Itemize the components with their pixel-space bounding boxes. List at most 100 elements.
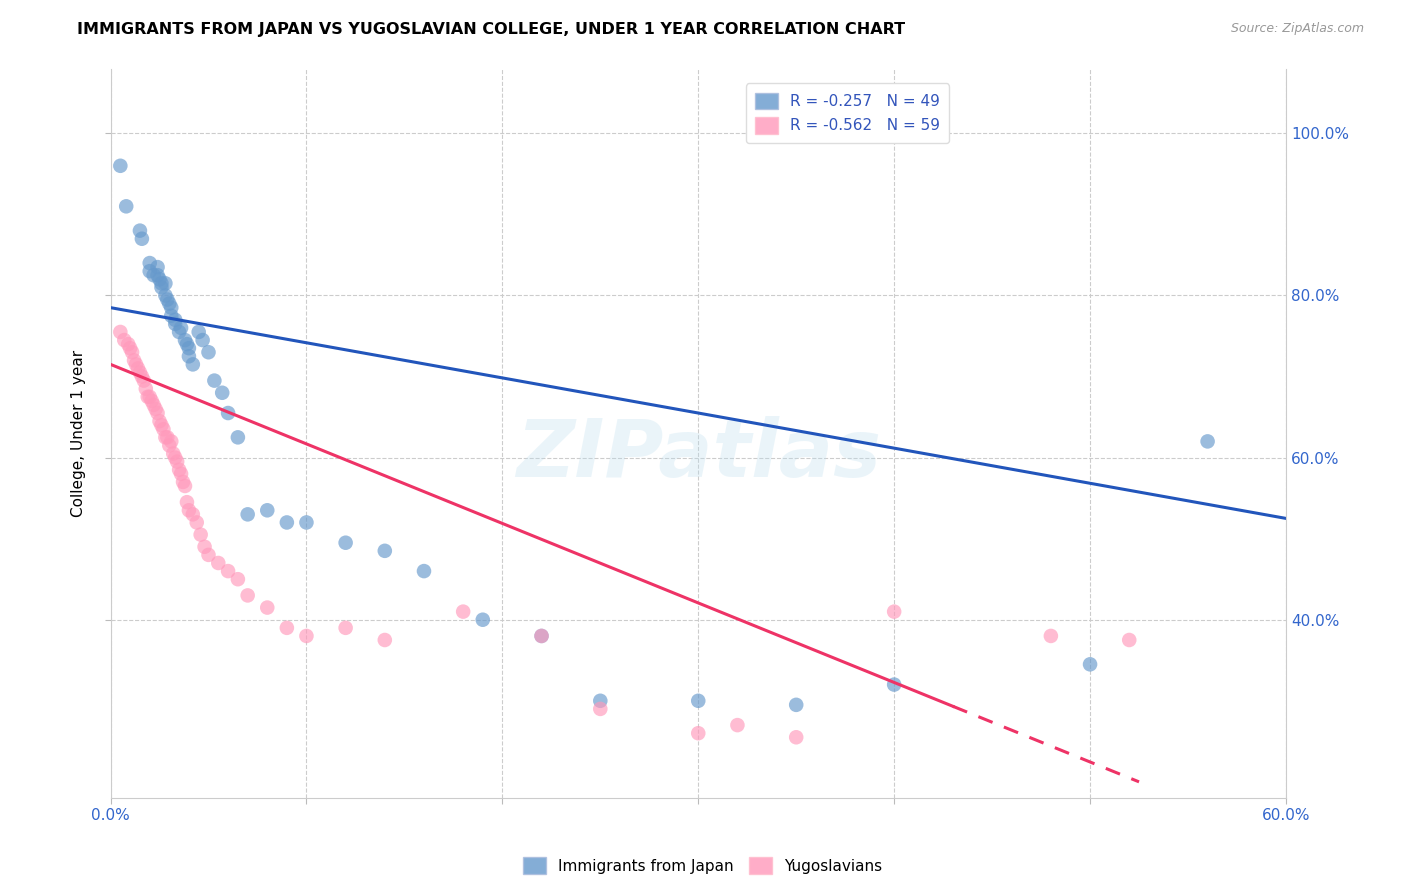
- Point: [122, 353, 145, 368]
- Point: [146, 406, 169, 420]
- Point: [374, 544, 396, 558]
- Point: [177, 349, 200, 363]
- Point: [115, 199, 138, 213]
- Point: [276, 516, 298, 530]
- Text: ZIPatlas: ZIPatlas: [516, 417, 880, 494]
- Point: [138, 390, 160, 404]
- Text: IMMIGRANTS FROM JAPAN VS YUGOSLAVIAN COLLEGE, UNDER 1 YEAR CORRELATION CHART: IMMIGRANTS FROM JAPAN VS YUGOSLAVIAN COL…: [77, 22, 905, 37]
- Point: [157, 296, 180, 310]
- Point: [226, 430, 249, 444]
- Point: [374, 632, 396, 647]
- Point: [1039, 629, 1062, 643]
- Point: [155, 430, 177, 444]
- Point: [335, 535, 357, 549]
- Point: [110, 159, 132, 173]
- Point: [167, 463, 190, 477]
- Y-axis label: College, Under 1 year: College, Under 1 year: [72, 350, 86, 516]
- Point: [785, 698, 807, 712]
- Point: [256, 503, 278, 517]
- Point: [131, 369, 153, 384]
- Point: [589, 702, 612, 716]
- Point: [148, 272, 170, 286]
- Point: [120, 341, 142, 355]
- Point: [236, 508, 259, 522]
- Point: [127, 361, 149, 376]
- Legend: R = -0.257   N = 49, R = -0.562   N = 59: R = -0.257 N = 49, R = -0.562 N = 59: [745, 84, 949, 143]
- Point: [160, 309, 183, 323]
- Point: [110, 325, 132, 339]
- Point: [197, 345, 219, 359]
- Point: [211, 385, 233, 400]
- Point: [1197, 434, 1219, 449]
- Text: Source: ZipAtlas.com: Source: ZipAtlas.com: [1230, 22, 1364, 36]
- Point: [129, 224, 152, 238]
- Point: [138, 264, 160, 278]
- Point: [190, 527, 212, 541]
- Point: [217, 564, 239, 578]
- Point: [176, 495, 198, 509]
- Point: [165, 450, 187, 465]
- Point: [167, 325, 190, 339]
- Point: [141, 393, 163, 408]
- Point: [121, 345, 143, 359]
- Point: [152, 422, 174, 436]
- Point: [132, 374, 155, 388]
- Point: [1118, 632, 1140, 647]
- Point: [276, 621, 298, 635]
- Point: [177, 503, 200, 517]
- Point: [202, 374, 225, 388]
- Point: [688, 694, 710, 708]
- Point: [155, 277, 177, 291]
- Legend: Immigrants from Japan, Yugoslavians: Immigrants from Japan, Yugoslavians: [517, 851, 889, 880]
- Point: [471, 613, 494, 627]
- Point: [136, 390, 159, 404]
- Point: [530, 629, 553, 643]
- Point: [146, 268, 169, 283]
- Point: [295, 516, 318, 530]
- Point: [181, 358, 204, 372]
- Point: [589, 694, 612, 708]
- Point: [165, 317, 187, 331]
- Point: [156, 430, 179, 444]
- Point: [883, 605, 905, 619]
- Point: [166, 455, 188, 469]
- Point: [150, 277, 173, 291]
- Point: [725, 718, 748, 732]
- Point: [688, 726, 710, 740]
- Point: [197, 548, 219, 562]
- Point: [1078, 657, 1101, 672]
- Point: [194, 540, 217, 554]
- Point: [451, 605, 474, 619]
- Point: [174, 333, 197, 347]
- Point: [112, 333, 135, 347]
- Point: [217, 406, 239, 420]
- Point: [157, 438, 180, 452]
- Point: [162, 446, 184, 460]
- Point: [1197, 828, 1219, 842]
- Point: [207, 556, 229, 570]
- Point: [117, 337, 139, 351]
- Point: [138, 256, 160, 270]
- Point: [883, 677, 905, 691]
- Point: [181, 508, 204, 522]
- Point: [150, 418, 173, 433]
- Point: [413, 564, 436, 578]
- Point: [785, 731, 807, 745]
- Point: [226, 572, 249, 586]
- Point: [129, 366, 152, 380]
- Point: [145, 401, 167, 416]
- Point: [131, 232, 153, 246]
- Point: [160, 301, 183, 315]
- Point: [155, 288, 177, 302]
- Point: [187, 325, 209, 339]
- Point: [170, 321, 193, 335]
- Point: [125, 358, 148, 372]
- Point: [165, 313, 187, 327]
- Point: [176, 337, 198, 351]
- Point: [142, 398, 165, 412]
- Point: [186, 516, 208, 530]
- Point: [160, 434, 183, 449]
- Point: [135, 382, 157, 396]
- Point: [295, 629, 318, 643]
- Point: [156, 293, 179, 307]
